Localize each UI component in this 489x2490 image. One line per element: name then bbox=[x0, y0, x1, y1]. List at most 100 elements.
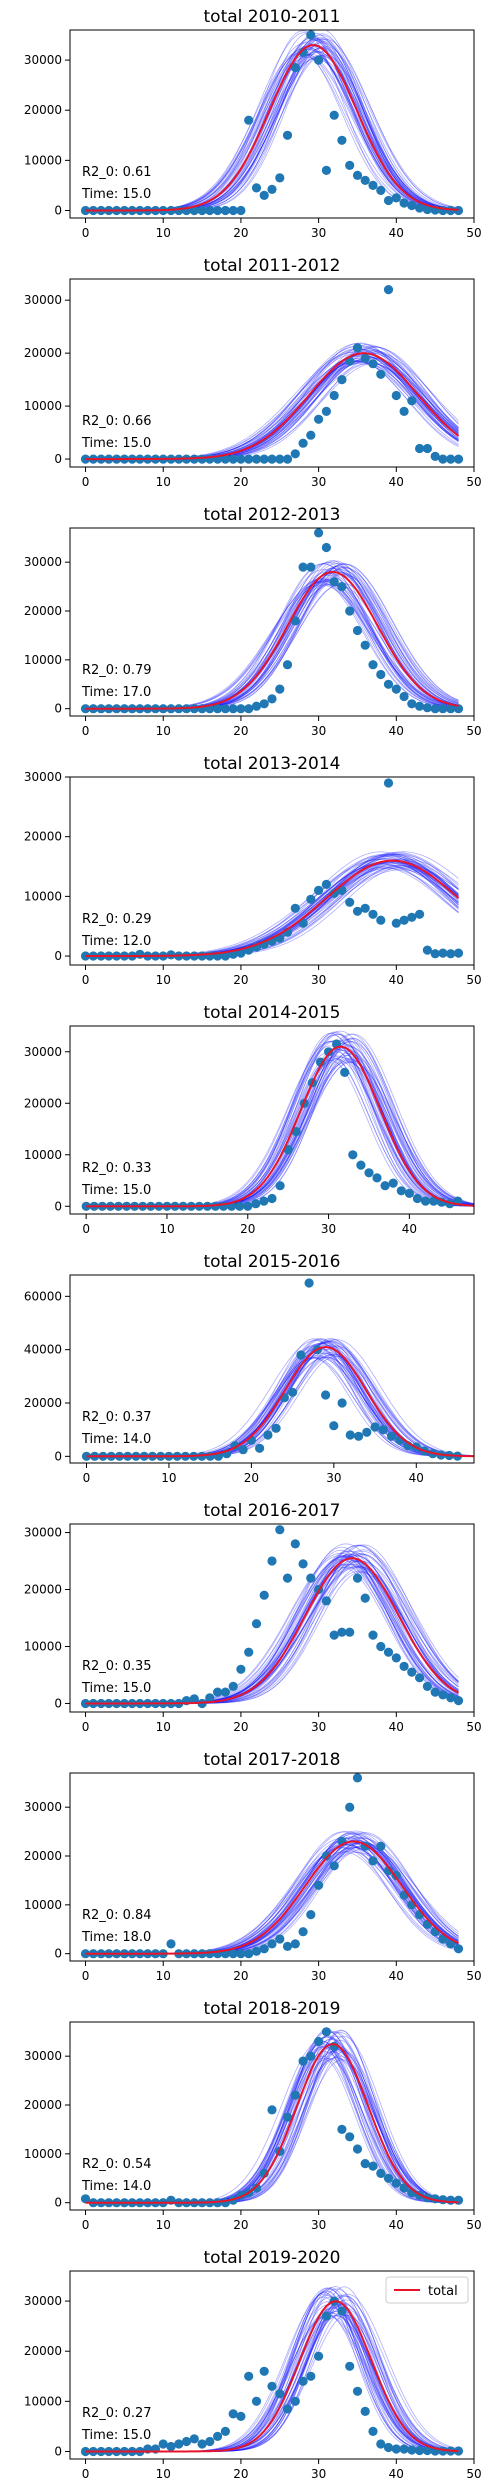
data-point bbox=[259, 1944, 269, 1954]
data-point bbox=[368, 660, 378, 670]
data-point bbox=[251, 701, 262, 711]
data-point bbox=[360, 640, 370, 650]
data-point bbox=[329, 1861, 339, 1871]
data-point bbox=[197, 2439, 207, 2449]
y-tick-label: 10000 bbox=[24, 889, 62, 903]
y-tick-label: 30000 bbox=[24, 293, 62, 307]
data-point bbox=[399, 198, 409, 208]
data-point bbox=[337, 135, 347, 145]
x-tick-label: 50 bbox=[466, 1720, 481, 1734]
data-point bbox=[236, 1949, 246, 1959]
plot-area bbox=[80, 1525, 464, 1709]
chart-title: total 2014-2015 bbox=[204, 1003, 341, 1023]
data-point bbox=[298, 562, 308, 572]
data-point bbox=[376, 915, 386, 925]
y-tick-label: 0 bbox=[54, 949, 62, 963]
data-point bbox=[306, 2371, 316, 2381]
y-tick-label: 30000 bbox=[24, 1045, 62, 1059]
data-point bbox=[275, 1934, 285, 1944]
data-point bbox=[189, 205, 199, 216]
data-point bbox=[372, 1173, 382, 1183]
data-point bbox=[329, 1421, 339, 1431]
data-point bbox=[391, 2444, 401, 2454]
time-annotation: Time: 14.0 bbox=[81, 2179, 151, 2194]
x-tick-label: 30 bbox=[326, 1471, 341, 1485]
x-tick-label: 40 bbox=[389, 2467, 404, 2481]
x-tick-label: 10 bbox=[156, 2467, 171, 2481]
data-point bbox=[453, 454, 464, 464]
x-tick-label: 50 bbox=[466, 724, 481, 738]
y-tick-label: 20000 bbox=[24, 2098, 62, 2112]
data-point bbox=[220, 951, 230, 961]
data-point bbox=[453, 1696, 464, 1706]
data-point bbox=[267, 1556, 277, 1566]
y-tick-label: 20000 bbox=[24, 2344, 62, 2358]
model-curve bbox=[86, 1045, 474, 1208]
data-point bbox=[298, 48, 308, 58]
x-tick-label: 50 bbox=[466, 475, 481, 489]
data-point bbox=[345, 2361, 355, 2371]
data-point bbox=[282, 130, 293, 140]
data-point bbox=[376, 185, 386, 195]
data-point bbox=[396, 1186, 406, 1196]
data-point bbox=[275, 454, 285, 464]
data-point bbox=[321, 165, 331, 175]
data-point bbox=[275, 2389, 285, 2399]
data-point bbox=[290, 2090, 300, 2100]
data-point bbox=[415, 909, 425, 919]
y-tick-label: 40000 bbox=[24, 1343, 62, 1357]
chart-title: total 2016-2017 bbox=[204, 1501, 341, 1521]
x-tick-label: 30 bbox=[311, 724, 326, 738]
r2-annotation: R2_0: 0.37 bbox=[82, 1410, 152, 1425]
data-point bbox=[329, 577, 339, 587]
data-point bbox=[438, 1690, 448, 1700]
data-point bbox=[430, 949, 440, 959]
data-point bbox=[275, 173, 285, 183]
y-tick-label: 20000 bbox=[24, 1583, 62, 1597]
data-point bbox=[383, 778, 394, 788]
x-tick-label: 40 bbox=[389, 226, 404, 240]
data-point bbox=[370, 1422, 380, 1432]
axes-frame bbox=[69, 1274, 475, 1464]
data-point bbox=[429, 1196, 439, 1206]
data-point bbox=[345, 1802, 355, 1812]
y-tick-label: 20000 bbox=[24, 830, 62, 844]
data-point bbox=[244, 2371, 254, 2381]
chart-title: total 2011-2012 bbox=[204, 256, 341, 276]
data-point bbox=[376, 2168, 386, 2178]
x-tick-label: 30 bbox=[311, 1969, 326, 1983]
data-point bbox=[368, 1856, 378, 1866]
data-point bbox=[360, 353, 370, 363]
x-tick-label: 10 bbox=[156, 1969, 171, 1983]
x-tick-label: 40 bbox=[389, 2218, 404, 2232]
data-point bbox=[376, 1841, 386, 1851]
time-annotation: Time: 17.0 bbox=[81, 685, 151, 700]
data-point bbox=[430, 1927, 440, 1937]
x-tick-label: 10 bbox=[156, 724, 171, 738]
data-point bbox=[415, 701, 425, 711]
data-point bbox=[290, 63, 300, 73]
data-point bbox=[368, 909, 378, 919]
y-tick-label: 20000 bbox=[24, 1396, 62, 1410]
data-point bbox=[345, 160, 355, 170]
data-point bbox=[352, 343, 363, 353]
data-point bbox=[306, 1573, 316, 1583]
data-point bbox=[314, 414, 324, 424]
data-point bbox=[430, 1687, 440, 1697]
data-point bbox=[438, 704, 448, 714]
data-point bbox=[391, 684, 401, 694]
data-point bbox=[376, 1641, 386, 1652]
data-point bbox=[383, 679, 394, 689]
axes-frame bbox=[69, 1025, 475, 1215]
data-point bbox=[329, 110, 339, 120]
data-point bbox=[340, 1067, 350, 1077]
y-tick-label: 20000 bbox=[24, 604, 62, 618]
axes-frame bbox=[69, 2270, 475, 2460]
data-point bbox=[337, 1398, 347, 1408]
data-point bbox=[422, 1681, 432, 1691]
x-tick-label: 20 bbox=[233, 2218, 248, 2232]
data-point bbox=[422, 703, 432, 713]
data-point bbox=[271, 1423, 281, 1433]
data-point bbox=[321, 542, 331, 553]
chart-title: total 2018-2019 bbox=[204, 1999, 341, 2019]
